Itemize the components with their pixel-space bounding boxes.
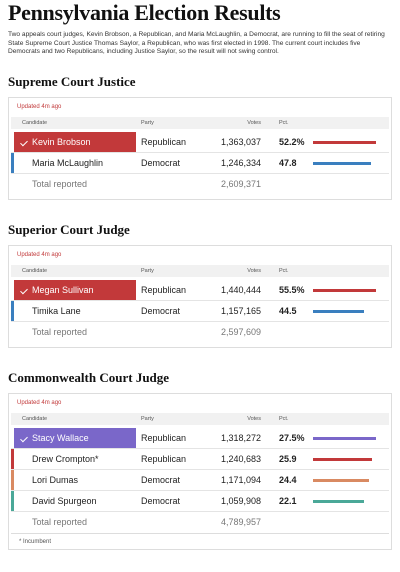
footnote: * Incumbent — [11, 533, 389, 545]
candidate-name: Stacy Wallace — [14, 428, 136, 448]
votes: 1,059,908 — [220, 496, 261, 506]
percent: 24.4 — [279, 475, 297, 485]
candidate-name: Drew Crompton* — [32, 454, 99, 464]
party-stripe — [11, 153, 14, 173]
total-label: Total reported — [32, 327, 88, 337]
total-label: Total reported — [32, 179, 88, 189]
results-table: Updated 4m ago Candidate Party Votes Pct. Meg… — [8, 245, 392, 348]
candidate-row: Megan Sullivan Republican 1,440,444 55.5% — [11, 280, 389, 301]
party: Democrat — [141, 158, 181, 168]
candidate-row: Kevin Brobson Republican 1,363,037 52.2% — [11, 132, 389, 153]
party: Democrat — [141, 306, 181, 316]
column-header: Pct. — [279, 120, 289, 126]
updated-note: Updated 4m ago — [17, 400, 62, 406]
candidate-row: David Spurgeon Democrat 1,059,908 22.1 — [11, 491, 389, 512]
column-header: Votes — [247, 120, 261, 126]
party: Democrat — [141, 475, 181, 485]
percent: 47.8 — [279, 158, 297, 168]
table-header: Candidate Party Votes Pct. — [11, 265, 389, 277]
candidate-name: David Spurgeon — [32, 496, 97, 506]
total-votes: 4,789,957 — [220, 517, 261, 527]
votes: 1,171,094 — [220, 475, 261, 485]
table-header: Candidate Party Votes Pct. — [11, 413, 389, 425]
total-row: Total reported 2,597,609 — [11, 322, 389, 343]
candidate-row: Maria McLaughlin Democrat 1,246,334 47.8 — [11, 153, 389, 174]
votes: 1,363,037 — [220, 137, 261, 147]
candidate-name: Kevin Brobson — [14, 132, 136, 152]
party-stripe — [11, 470, 14, 490]
candidate-name: Megan Sullivan — [14, 280, 136, 300]
percent-bar — [313, 458, 373, 461]
party: Republican — [141, 454, 187, 464]
votes: 1,246,334 — [220, 158, 261, 168]
race-title: Superior Court Judge — [8, 222, 130, 237]
total-votes: 2,597,609 — [220, 327, 261, 337]
column-header: Votes — [247, 268, 261, 274]
percent-bar — [313, 289, 376, 292]
votes: 1,157,165 — [220, 306, 261, 316]
total-votes: 2,609,371 — [220, 179, 261, 189]
race: Commonwealth Court Judge Updated 4m ago Ca… — [8, 370, 392, 550]
percent: 25.9 — [279, 454, 297, 464]
candidate-row: Stacy Wallace Republican 1,318,272 27.5% — [11, 428, 389, 449]
column-header: Party — [141, 268, 154, 274]
percent-bar — [313, 437, 376, 440]
total-row: Total reported 2,609,371 — [11, 174, 389, 195]
race-title: Supreme Court Justice — [8, 74, 136, 89]
page-title: Pennsylvania Election Results — [8, 0, 281, 25]
percent-bar — [313, 500, 364, 503]
candidate-row: Timika Lane Democrat 1,157,165 44.5 — [11, 301, 389, 322]
candidate-name: Lori Dumas — [32, 475, 79, 485]
column-header: Party — [141, 416, 154, 422]
column-header: Votes — [247, 416, 261, 422]
race: Superior Court Judge Updated 4m ago Candid… — [8, 222, 392, 348]
votes: 1,240,683 — [220, 454, 261, 464]
percent: 27.5% — [279, 433, 305, 443]
total-row: Total reported 4,789,957 — [11, 512, 389, 533]
party-stripe — [11, 301, 14, 321]
column-header: Candidate — [22, 268, 48, 274]
percent: 55.5% — [279, 285, 305, 295]
percent: 52.2% — [279, 137, 305, 147]
percent-bar — [313, 310, 364, 313]
intro: Two appeals court judges, Kevin Brobson,… — [8, 31, 385, 56]
candidate-name: Timika Lane — [32, 306, 81, 316]
percent-bar — [313, 141, 376, 144]
column-header: Pct. — [279, 416, 289, 422]
table-header: Candidate Party Votes Pct. — [11, 117, 389, 129]
column-header: Party — [141, 120, 154, 126]
votes: 1,318,272 — [220, 433, 261, 443]
party: Republican — [141, 433, 187, 443]
updated-note: Updated 4m ago — [17, 252, 62, 258]
party: Republican — [141, 285, 187, 295]
updated-note: Updated 4m ago — [17, 104, 62, 110]
votes: 1,440,444 — [220, 285, 261, 295]
percent-bar — [313, 162, 371, 165]
race-title: Commonwealth Court Judge — [8, 370, 170, 385]
percent: 44.5 — [279, 306, 297, 316]
column-header: Pct. — [279, 268, 289, 274]
column-header: Candidate — [22, 416, 48, 422]
party: Democrat — [141, 496, 181, 506]
party-stripe — [11, 449, 14, 469]
party-stripe — [11, 491, 14, 511]
candidate-name: Maria McLaughlin — [32, 158, 104, 168]
percent-bar — [313, 479, 369, 482]
results-table: Updated 4m ago Candidate Party Votes Pct. Sta… — [8, 393, 392, 550]
column-header: Candidate — [22, 120, 48, 126]
results-table: Updated 4m ago Candidate Party Votes Pct. Kev… — [8, 97, 392, 200]
race: Supreme Court Justice Updated 4m ago Candi… — [8, 74, 392, 200]
candidate-row: Drew Crompton* Republican 1,240,683 25.9 — [11, 449, 389, 470]
total-label: Total reported — [32, 517, 88, 527]
candidate-row: Lori Dumas Democrat 1,171,094 24.4 — [11, 470, 389, 491]
percent: 22.1 — [279, 496, 297, 506]
party: Republican — [141, 137, 187, 147]
